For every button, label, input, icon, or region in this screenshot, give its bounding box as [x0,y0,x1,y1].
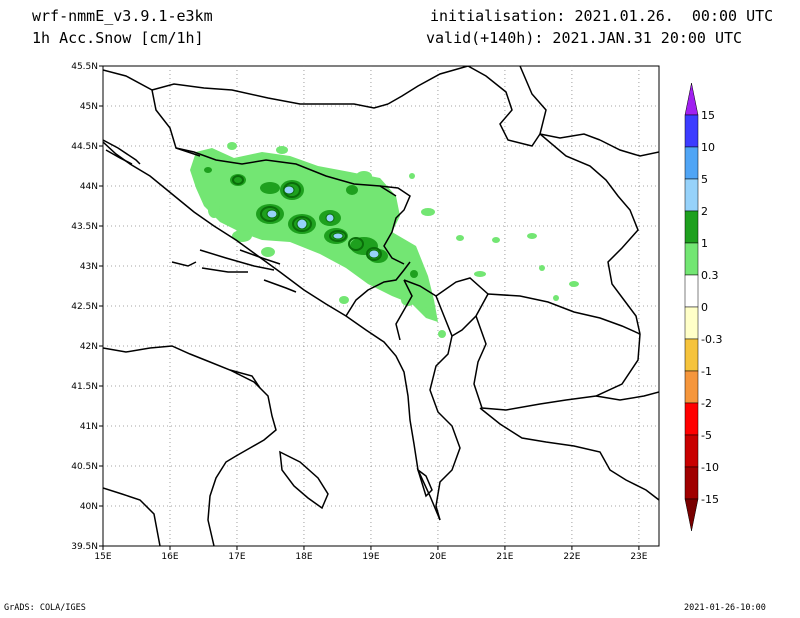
snow-area-light [492,237,500,243]
colorbar-segment [684,210,699,244]
lon-label: 18E [295,552,312,562]
snow-area-light [339,296,349,304]
grid-lines [103,66,659,546]
snow-area-blue [283,185,295,195]
snow-area-dark [260,206,280,222]
snow-area-light [553,295,559,301]
lat-label: 45.5N [71,62,98,72]
lon-label: 17E [228,552,245,562]
colorbar-segment [684,370,699,404]
lat-label: 44N [80,182,98,192]
colorbar-label: -5 [701,429,712,442]
snow-area-light [474,271,486,277]
snow-area-blue [325,213,335,223]
lat-label: 43.5N [71,222,98,232]
snow-area-light [227,142,237,150]
colorbar-bottom-triangle [684,498,699,532]
colorbar-label: 1 [701,237,708,250]
colorbar-segment [684,146,699,180]
snow-area-dark [292,216,312,232]
lat-label: 39.5N [71,542,98,552]
colorbar-segment [684,338,699,372]
footer-timestamp: 2021-01-26-10:00 [684,603,766,613]
lon-label: 16E [161,552,178,562]
colorbar-label: 5 [701,173,708,186]
colorbar-label: 15 [701,109,715,122]
lat-label: 41N [80,422,98,432]
snow-area-blue [332,232,344,240]
map-axes: 45.5N 45N 44.5N 44N 43.5N 43N 42.5N 42N 41.5N 41N… [71,62,648,562]
snow-area-light [569,281,579,287]
snow-area-light [421,208,435,216]
snow-map: 45.5N 45N 44.5N 44N 43.5N 43N 42.5N 42N 41.5N 41N… [71,62,722,562]
snow-area-light [190,148,438,322]
colorbar-label: -0.3 [701,333,722,346]
snow-area-light [422,307,434,317]
colorbar-label: 2 [701,205,708,218]
snow-area-light [356,171,372,181]
snow-area-blue [368,249,380,259]
colorbar-label: -10 [701,461,719,474]
snow-area-light [232,230,252,242]
colorbar-top-triangle [684,82,699,116]
lon-label: 21E [496,552,513,562]
colorbar-label: -2 [701,397,712,410]
snow-area-green [410,270,418,278]
colorbar-segment [684,466,699,500]
snow-area-green [204,167,212,173]
lat-label: 40.5N [71,462,98,472]
lat-label: 43N [80,262,98,272]
snow-area-dark [366,247,382,261]
snow-area-light [527,233,537,239]
colorbar: 15 10 5 2 1 0.3 0 -0.3 -1 -2 -5 -10 -15 [684,82,722,532]
lat-label: 44.5N [71,142,98,152]
lon-label: 15E [94,552,111,562]
snow-area-light [539,265,545,271]
footer-credit: GrADS: COLA/IGES [4,603,86,613]
snow-area-light [276,146,288,154]
colorbar-label: -15 [701,493,719,506]
snow-area-light [438,330,446,338]
variable-name: 1h Acc.Snow [cm/1h] [32,29,204,47]
lat-label: 42N [80,342,98,352]
snow-area-light [208,202,220,218]
snow-area-light [261,247,275,257]
colorbar-label: 10 [701,141,715,154]
lat-label: 41.5N [71,382,98,392]
lon-label: 20E [429,552,446,562]
colorbar-label: 0.3 [701,269,719,282]
coastlines-borders [103,66,659,546]
snow-area-blue [296,218,308,230]
lat-label: 45N [80,102,98,112]
snow-field [190,142,579,338]
snow-area-green [260,182,280,194]
snow-area-dark [348,237,364,251]
colorbar-label: -1 [701,365,712,378]
snow-area-dark [329,230,347,242]
model-name: wrf-nmmE_v3.9.1-e3km [32,7,213,25]
colorbar-segment [684,274,699,308]
colorbar-segment [684,178,699,212]
snow-area-light [456,235,464,241]
snow-area-green [346,185,358,195]
initialisation-time: initialisation: 2021.01.26. 00:00 UTC [430,7,774,25]
snow-area-blue [266,209,278,219]
lat-label: 42.5N [71,302,98,312]
lon-label: 22E [563,552,580,562]
lon-label: 23E [630,552,647,562]
colorbar-segment [684,242,699,276]
colorbar-label: 0 [701,301,708,314]
colorbar-segment [684,434,699,468]
snow-area-light [409,173,415,179]
colorbar-segment [684,306,699,340]
lon-label: 19E [362,552,379,562]
snow-area-dark [232,175,244,185]
valid-time: valid(+140h): 2021.JAN.31 20:00 UTC [426,29,743,47]
colorbar-segment [684,114,699,148]
colorbar-segment [684,402,699,436]
lat-label: 40N [80,502,98,512]
